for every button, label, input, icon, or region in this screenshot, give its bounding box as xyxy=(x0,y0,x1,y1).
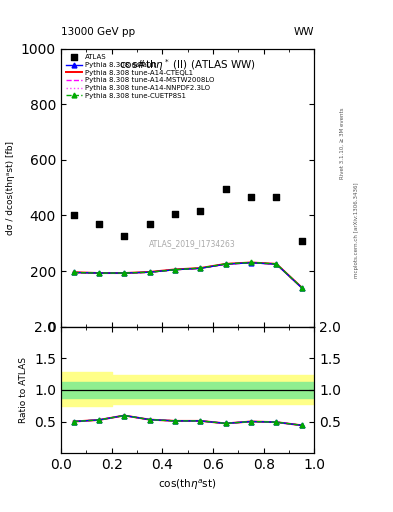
Pythia 8.308 tune-A14-NNPDF2.3LO xyxy=(223,261,228,267)
Y-axis label: Ratio to ATLAS: Ratio to ATLAS xyxy=(20,357,29,423)
Pythia 8.308 tune-A14-MSTW2008LO xyxy=(198,265,203,271)
Legend: ATLAS, Pythia 8.308 default, Pythia 8.308 tune-A14-CTEQL1, Pythia 8.308 tune-A14: ATLAS, Pythia 8.308 default, Pythia 8.30… xyxy=(64,52,216,101)
ATLAS xyxy=(299,237,305,245)
Pythia 8.308 default xyxy=(299,285,304,291)
Pythia 8.308 tune-A14-MSTW2008LO xyxy=(122,270,127,276)
ATLAS xyxy=(222,185,229,193)
Y-axis label: dσ / dcos(thηᵃst) [fb]: dσ / dcos(thηᵃst) [fb] xyxy=(6,141,15,234)
Pythia 8.308 default xyxy=(274,261,279,267)
Pythia 8.308 tune-CUETP8S1 xyxy=(198,265,203,271)
Pythia 8.308 tune-A14-MSTW2008LO xyxy=(147,269,152,275)
Pythia 8.308 default xyxy=(173,267,177,273)
Pythia 8.308 tune-CUETP8S1 xyxy=(274,261,279,267)
Pythia 8.308 tune-A14-MSTW2008LO xyxy=(173,267,177,273)
ATLAS xyxy=(70,211,77,220)
Pythia 8.308 tune-A14-CTEQL1 xyxy=(299,285,304,291)
ATLAS xyxy=(172,210,178,218)
Pythia 8.308 default xyxy=(122,270,127,276)
ATLAS xyxy=(248,194,254,202)
Pythia 8.308 tune-A14-CTEQL1 xyxy=(147,269,152,275)
Pythia 8.308 default xyxy=(198,265,203,271)
Pythia 8.308 tune-CUETP8S1 xyxy=(71,269,76,275)
Pythia 8.308 tune-A14-NNPDF2.3LO xyxy=(198,265,203,271)
Pythia 8.308 tune-A14-MSTW2008LO xyxy=(71,269,76,275)
Pythia 8.308 default xyxy=(249,260,253,266)
Text: cos#th$\eta^*$ (ll) (ATLAS WW): cos#th$\eta^*$ (ll) (ATLAS WW) xyxy=(119,57,256,73)
Pythia 8.308 tune-A14-CTEQL1 xyxy=(249,260,253,266)
Line: Pythia 8.308 tune-A14-NNPDF2.3LO: Pythia 8.308 tune-A14-NNPDF2.3LO xyxy=(73,263,302,288)
Pythia 8.308 tune-A14-MSTW2008LO xyxy=(97,270,101,276)
ATLAS xyxy=(197,207,204,216)
Pythia 8.308 tune-A14-MSTW2008LO xyxy=(223,261,228,267)
Pythia 8.308 tune-CUETP8S1 xyxy=(299,285,304,291)
Pythia 8.308 tune-CUETP8S1 xyxy=(122,270,127,276)
Pythia 8.308 tune-A14-CTEQL1 xyxy=(173,266,177,272)
Line: Pythia 8.308 tune-CUETP8S1: Pythia 8.308 tune-CUETP8S1 xyxy=(71,260,304,290)
ATLAS xyxy=(96,220,102,228)
Pythia 8.308 tune-A14-CTEQL1 xyxy=(274,261,279,267)
Text: Rivet 3.1.10, ≥ 3M events: Rivet 3.1.10, ≥ 3M events xyxy=(340,108,345,179)
Pythia 8.308 tune-A14-CTEQL1 xyxy=(223,261,228,267)
Pythia 8.308 tune-CUETP8S1 xyxy=(147,269,152,275)
Line: Pythia 8.308 default: Pythia 8.308 default xyxy=(71,260,304,290)
Line: Pythia 8.308 tune-A14-MSTW2008LO: Pythia 8.308 tune-A14-MSTW2008LO xyxy=(73,263,302,288)
Pythia 8.308 tune-A14-NNPDF2.3LO xyxy=(299,285,304,291)
Pythia 8.308 tune-A14-MSTW2008LO xyxy=(274,261,279,267)
Pythia 8.308 default xyxy=(223,261,228,267)
ATLAS xyxy=(273,194,279,202)
Pythia 8.308 tune-A14-CTEQL1 xyxy=(198,265,203,271)
ATLAS xyxy=(121,232,127,241)
ATLAS xyxy=(147,220,153,228)
Text: 13000 GeV pp: 13000 GeV pp xyxy=(61,27,135,37)
Line: Pythia 8.308 tune-A14-CTEQL1: Pythia 8.308 tune-A14-CTEQL1 xyxy=(73,263,302,288)
Pythia 8.308 default xyxy=(147,269,152,275)
Pythia 8.308 tune-CUETP8S1 xyxy=(173,267,177,273)
Pythia 8.308 tune-A14-CTEQL1 xyxy=(97,270,101,276)
Text: mcplots.cern.ch [arXiv:1306.3436]: mcplots.cern.ch [arXiv:1306.3436] xyxy=(354,183,359,278)
Pythia 8.308 tune-A14-CTEQL1 xyxy=(122,270,127,276)
Pythia 8.308 tune-A14-NNPDF2.3LO xyxy=(97,270,101,276)
Pythia 8.308 tune-A14-MSTW2008LO xyxy=(299,285,304,291)
Pythia 8.308 tune-A14-NNPDF2.3LO xyxy=(249,260,253,266)
Pythia 8.308 tune-A14-MSTW2008LO xyxy=(249,260,253,266)
Pythia 8.308 tune-A14-NNPDF2.3LO xyxy=(71,269,76,275)
Pythia 8.308 tune-A14-CTEQL1 xyxy=(71,269,76,275)
Pythia 8.308 tune-A14-NNPDF2.3LO xyxy=(274,261,279,267)
Pythia 8.308 tune-CUETP8S1 xyxy=(249,260,253,266)
Pythia 8.308 default xyxy=(97,270,101,276)
Pythia 8.308 tune-A14-NNPDF2.3LO xyxy=(173,267,177,273)
Pythia 8.308 tune-CUETP8S1 xyxy=(223,261,228,267)
Pythia 8.308 tune-CUETP8S1 xyxy=(97,270,101,276)
Pythia 8.308 tune-A14-NNPDF2.3LO xyxy=(147,269,152,275)
Text: WW: WW xyxy=(294,27,314,37)
Pythia 8.308 default xyxy=(71,269,76,275)
X-axis label: cos(th$\eta^a$st): cos(th$\eta^a$st) xyxy=(158,478,217,492)
Text: ATLAS_2019_I1734263: ATLAS_2019_I1734263 xyxy=(149,239,236,248)
Pythia 8.308 tune-A14-NNPDF2.3LO xyxy=(122,270,127,276)
